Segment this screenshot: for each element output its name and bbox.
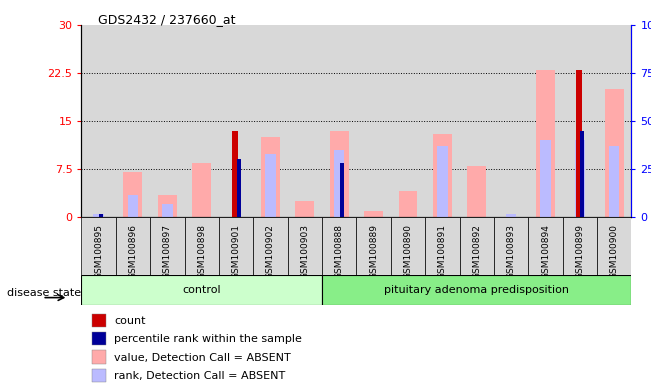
Bar [460,25,494,217]
Bar [597,25,631,217]
Bar [433,134,452,217]
Bar [334,150,344,217]
Bar [158,195,177,217]
Bar [575,140,585,217]
Bar [529,217,562,275]
Text: GSM100895: GSM100895 [94,224,103,279]
Text: rank, Detection Call = ABSENT: rank, Detection Call = ABSENT [114,371,285,381]
Text: percentile rank within the sample: percentile rank within the sample [114,334,302,344]
Text: GSM100896: GSM100896 [128,224,137,279]
Bar [357,25,391,217]
Bar [391,25,425,217]
Text: pituitary adenoma predisposition: pituitary adenoma predisposition [384,285,569,295]
Bar [322,25,357,217]
Bar [162,205,173,217]
Text: GSM100888: GSM100888 [335,224,344,279]
Bar [81,275,322,305]
Bar [253,25,288,217]
Bar [81,217,116,275]
Bar [81,25,116,217]
Bar [261,137,280,217]
Bar [150,25,184,217]
Bar [128,195,138,217]
Bar [609,146,620,217]
Bar [460,217,494,275]
Bar [540,140,551,217]
Bar [322,275,631,305]
Bar [116,25,150,217]
Text: GSM100902: GSM100902 [266,224,275,279]
Bar [597,217,631,275]
Bar [296,201,314,217]
Bar [150,217,184,275]
Bar [605,89,624,217]
Bar [92,314,106,327]
Bar [236,159,241,217]
Bar [219,25,253,217]
Bar [322,217,357,275]
Bar [192,162,211,217]
Text: GSM100899: GSM100899 [575,224,585,279]
Bar [265,154,275,217]
Bar [580,131,585,217]
Bar [536,70,555,217]
Text: GSM100892: GSM100892 [472,224,481,279]
Bar [364,210,383,217]
Text: GSM100903: GSM100903 [300,224,309,279]
Text: GSM100890: GSM100890 [404,224,413,279]
Bar [253,217,288,275]
Text: GSM100893: GSM100893 [506,224,516,279]
Bar [184,217,219,275]
Text: GSM100894: GSM100894 [541,224,550,279]
Text: GSM100900: GSM100900 [610,224,619,279]
Bar [340,163,344,217]
Bar [288,25,322,217]
Bar [391,217,425,275]
Bar [184,25,219,217]
Bar [467,166,486,217]
Bar [562,25,597,217]
Text: GSM100889: GSM100889 [369,224,378,279]
Bar [92,369,106,382]
Bar [288,217,322,275]
Bar [506,214,516,217]
Bar [398,191,417,217]
Bar [437,146,448,217]
Text: GDS2432 / 237660_at: GDS2432 / 237660_at [98,13,235,26]
Text: control: control [182,285,221,295]
Bar [562,217,597,275]
Bar [529,25,562,217]
Bar [116,217,150,275]
Text: GSM100897: GSM100897 [163,224,172,279]
Text: GSM100898: GSM100898 [197,224,206,279]
Bar [575,70,582,217]
Bar [494,25,529,217]
Text: GSM100901: GSM100901 [232,224,241,279]
Text: GSM100891: GSM100891 [438,224,447,279]
Bar [219,217,253,275]
Bar [232,131,238,217]
Text: count: count [114,316,146,326]
Bar [92,332,106,345]
Bar [330,131,349,217]
Bar [124,172,143,217]
Text: disease state: disease state [7,288,81,298]
Bar [494,217,529,275]
Text: value, Detection Call = ABSENT: value, Detection Call = ABSENT [114,353,291,363]
Bar [99,214,103,217]
Bar [92,351,106,364]
Bar [425,217,460,275]
Bar [357,217,391,275]
Bar [93,214,104,217]
Bar [425,25,460,217]
